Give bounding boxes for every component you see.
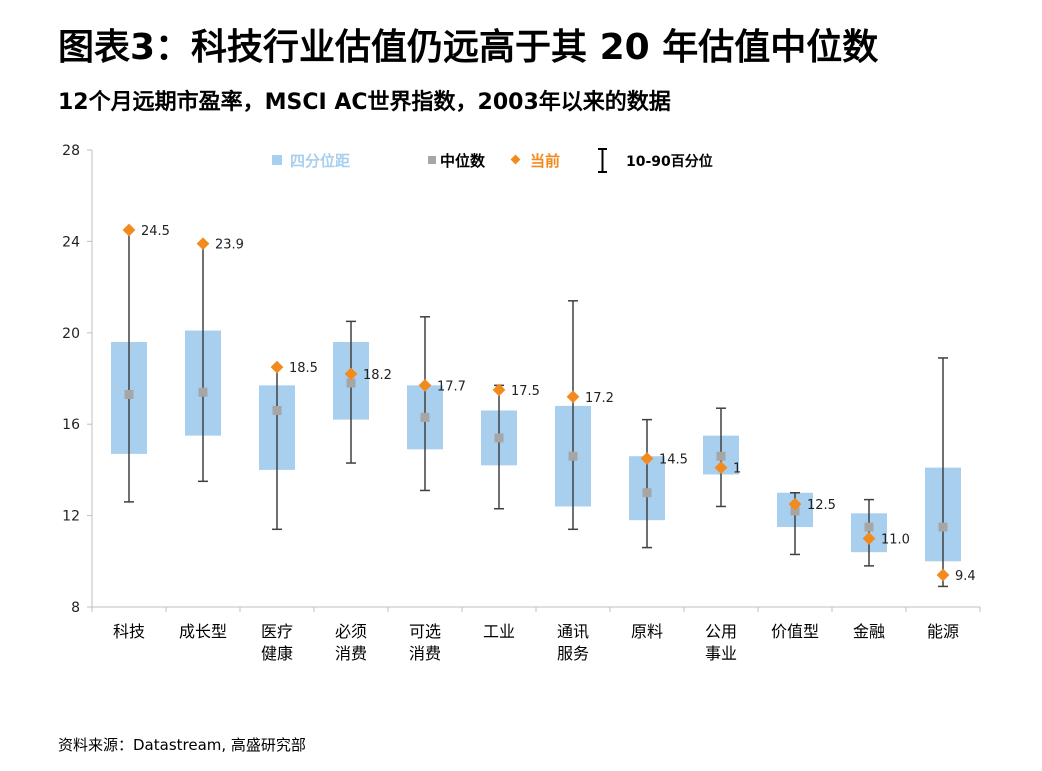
x-category-label: 成长型 xyxy=(179,622,227,641)
x-category-label: 必须 xyxy=(335,622,367,641)
current-marker xyxy=(418,378,432,392)
y-tick-label: 28 xyxy=(62,143,80,159)
legend-range-icon xyxy=(598,148,607,173)
current-marker xyxy=(344,367,358,381)
x-category-label: 价值型 xyxy=(771,622,819,641)
current-value-label: 17.7 xyxy=(437,379,466,394)
current-value-label: 18.2 xyxy=(363,368,392,383)
median-marker xyxy=(864,522,874,532)
current-marker xyxy=(492,383,506,397)
current-value-label: 1 xyxy=(733,462,741,477)
y-tick-label: 16 xyxy=(62,417,80,433)
x-category-label: 原料 xyxy=(631,622,663,641)
x-category-label: 医疗 xyxy=(261,622,293,641)
x-category-label: 通讯 xyxy=(557,622,589,641)
legend-iqr-swatch xyxy=(272,155,282,165)
x-category-label-line2: 消费 xyxy=(409,644,441,663)
current-value-label: 23.9 xyxy=(215,238,244,253)
current-value-label: 24.5 xyxy=(141,224,170,239)
x-category-label-line2: 消费 xyxy=(335,644,367,663)
x-category-label-line2: 事业 xyxy=(705,644,737,663)
current-value-label: 17.5 xyxy=(511,384,540,399)
current-marker xyxy=(122,223,136,237)
median-marker xyxy=(716,451,726,461)
legend-iqr-label: 四分位距 xyxy=(290,152,350,170)
x-category-label: 公用 xyxy=(705,622,737,641)
median-marker xyxy=(568,451,578,461)
current-value-label: 18.5 xyxy=(289,361,318,376)
legend-median-label: 中位数 xyxy=(440,152,486,170)
current-marker xyxy=(196,237,210,251)
median-marker xyxy=(790,506,800,516)
median-marker xyxy=(494,433,504,443)
current-value-label: 14.5 xyxy=(659,452,688,467)
current-value-label: 11.0 xyxy=(881,532,910,547)
current-value-label: 9.4 xyxy=(955,569,976,584)
page-title: 图表3：科技行业估值仍远高于其 20 年估值中位数 xyxy=(58,27,879,68)
x-category-label: 工业 xyxy=(483,622,515,641)
median-marker xyxy=(938,522,948,532)
x-category-label: 科技 xyxy=(113,622,145,641)
legend: 四分位距 中位数 当前 10-90百分位 xyxy=(272,148,713,173)
axis-layer: 8 12 16 20 24 28 xyxy=(62,143,981,616)
legend-current-swatch xyxy=(510,154,521,165)
median-marker xyxy=(272,405,282,415)
x-category-label: 能源 xyxy=(927,622,959,641)
current-marker xyxy=(936,568,950,582)
x-category-label-line2: 健康 xyxy=(261,644,293,663)
source-note: 资料来源：Datastream, 高盛研究部 xyxy=(58,736,306,754)
current-value-label: 17.2 xyxy=(585,391,614,406)
current-marker xyxy=(566,390,580,404)
y-tick-label: 20 xyxy=(62,326,80,342)
current-marker xyxy=(270,360,284,374)
chart-subtitle: 12个月远期市盈率，MSCI AC世界指数，2003年以来的数据 xyxy=(58,90,671,115)
x-category-label-line2: 服务 xyxy=(557,644,589,663)
y-tick-label: 8 xyxy=(71,600,80,616)
legend-median-swatch xyxy=(428,156,436,164)
median-marker xyxy=(198,387,208,397)
median-marker xyxy=(124,389,134,399)
y-tick-label: 12 xyxy=(62,509,80,525)
y-tick-label: 24 xyxy=(62,234,80,250)
median-marker xyxy=(420,412,430,422)
current-value-label: 12.5 xyxy=(807,498,836,513)
median-marker xyxy=(642,488,652,498)
x-category-label: 可选 xyxy=(409,622,441,641)
median-marker xyxy=(346,378,356,388)
legend-range-label: 10-90百分位 xyxy=(626,153,713,170)
legend-current-label: 当前 xyxy=(530,152,560,170)
x-category-label: 金融 xyxy=(853,622,885,641)
